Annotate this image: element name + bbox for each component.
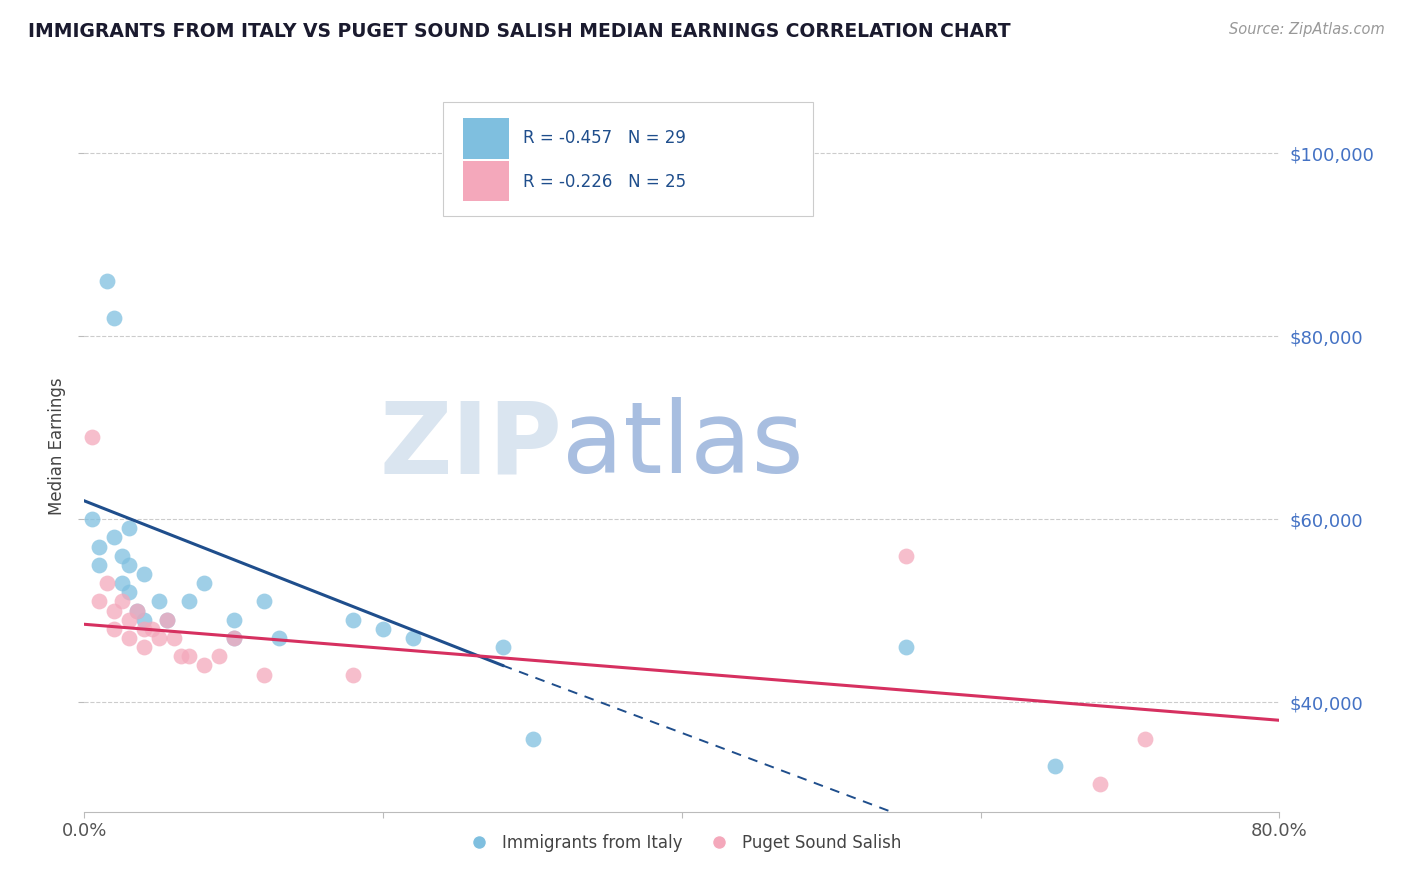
Point bbox=[894, 640, 917, 655]
Point bbox=[148, 594, 170, 608]
Point bbox=[253, 594, 276, 608]
Point bbox=[522, 731, 544, 746]
Point bbox=[80, 430, 103, 444]
Point bbox=[342, 613, 364, 627]
Point bbox=[177, 649, 200, 664]
Text: R = -0.226   N = 25: R = -0.226 N = 25 bbox=[523, 173, 686, 191]
Point bbox=[492, 640, 515, 655]
Point bbox=[1090, 777, 1112, 791]
Point bbox=[111, 549, 134, 563]
Text: IMMIGRANTS FROM ITALY VS PUGET SOUND SALISH MEDIAN EARNINGS CORRELATION CHART: IMMIGRANTS FROM ITALY VS PUGET SOUND SAL… bbox=[28, 22, 1011, 41]
Point bbox=[342, 667, 364, 681]
Y-axis label: Median Earnings: Median Earnings bbox=[48, 377, 66, 515]
Point bbox=[208, 649, 231, 664]
Point bbox=[96, 274, 118, 288]
Point bbox=[118, 521, 141, 535]
Point bbox=[402, 631, 425, 645]
Point bbox=[132, 567, 156, 582]
FancyBboxPatch shape bbox=[443, 103, 814, 216]
Point bbox=[96, 576, 118, 591]
Point bbox=[141, 622, 163, 636]
Point bbox=[118, 613, 141, 627]
Text: R = -0.457   N = 29: R = -0.457 N = 29 bbox=[523, 129, 686, 147]
Point bbox=[125, 603, 148, 617]
Point bbox=[118, 585, 141, 599]
Point bbox=[111, 594, 134, 608]
Point bbox=[222, 631, 245, 645]
Text: atlas: atlas bbox=[562, 398, 804, 494]
Text: ZIP: ZIP bbox=[380, 398, 562, 494]
Text: Source: ZipAtlas.com: Source: ZipAtlas.com bbox=[1229, 22, 1385, 37]
Bar bbox=[463, 119, 509, 159]
Point bbox=[89, 594, 111, 608]
Point bbox=[118, 631, 141, 645]
Point bbox=[193, 576, 215, 591]
Point bbox=[163, 631, 186, 645]
Point bbox=[103, 622, 125, 636]
Point bbox=[80, 512, 103, 526]
Point bbox=[89, 558, 111, 572]
Point bbox=[148, 631, 170, 645]
Point bbox=[155, 613, 177, 627]
Point bbox=[132, 640, 156, 655]
Legend: Immigrants from Italy, Puget Sound Salish: Immigrants from Italy, Puget Sound Salis… bbox=[456, 827, 908, 858]
Point bbox=[111, 576, 134, 591]
Point bbox=[253, 667, 276, 681]
Point bbox=[267, 631, 290, 645]
Point bbox=[193, 658, 215, 673]
Point bbox=[177, 594, 200, 608]
Point bbox=[132, 613, 156, 627]
Point bbox=[132, 622, 156, 636]
Point bbox=[103, 603, 125, 617]
Point bbox=[89, 540, 111, 554]
Point bbox=[118, 558, 141, 572]
Point bbox=[894, 549, 917, 563]
Point bbox=[155, 613, 177, 627]
Point bbox=[1045, 759, 1067, 773]
Point bbox=[222, 613, 245, 627]
Point bbox=[1133, 731, 1156, 746]
Point bbox=[373, 622, 395, 636]
Point bbox=[103, 530, 125, 544]
Point bbox=[170, 649, 193, 664]
Bar bbox=[463, 161, 509, 201]
Point bbox=[222, 631, 245, 645]
Point bbox=[125, 603, 148, 617]
Point bbox=[103, 310, 125, 325]
